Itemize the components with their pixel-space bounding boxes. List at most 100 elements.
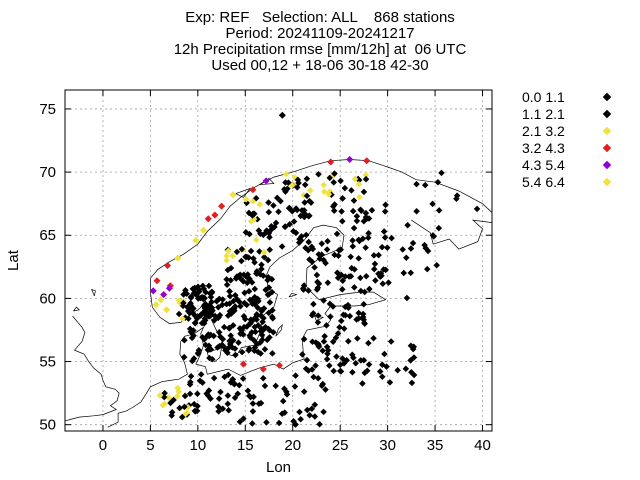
station-point-highlight (278, 111, 286, 119)
station-point (219, 296, 226, 303)
station-point (237, 303, 244, 310)
station-point (324, 279, 332, 286)
station-point (217, 388, 224, 396)
station-point (258, 307, 265, 315)
station-point (379, 361, 386, 368)
legend-entry: 2.1 3.2 (522, 122, 612, 139)
station-point (332, 334, 340, 341)
station-point (202, 300, 209, 308)
station-point (207, 331, 214, 339)
station-point (269, 350, 276, 357)
station-point (244, 387, 252, 395)
station-point (408, 379, 416, 387)
station-point (362, 244, 369, 251)
station-point-highlight (229, 191, 237, 199)
legend-entry: 5.4 6.4 (522, 173, 612, 190)
station-point-highlight (199, 226, 208, 234)
station-point (399, 246, 406, 253)
station-point-highlight (239, 360, 247, 368)
coastline-8 (288, 292, 298, 298)
station-point (272, 382, 279, 390)
station-point (434, 179, 442, 186)
station-point (209, 307, 216, 314)
station-point (305, 238, 312, 246)
station-point (302, 365, 310, 373)
station-point (326, 362, 333, 369)
station-point (433, 261, 440, 269)
station-point (330, 179, 337, 186)
station-point (258, 261, 265, 268)
station-point (407, 357, 414, 364)
station-point (264, 256, 272, 264)
station-point (350, 197, 358, 204)
station-point (339, 277, 347, 284)
station-point (337, 177, 344, 185)
station-point (250, 337, 258, 344)
station-point (310, 300, 317, 308)
station-point (314, 374, 322, 382)
station-point (257, 339, 264, 346)
coastline-6 (275, 323, 283, 337)
station-point (180, 299, 187, 307)
station-point (404, 222, 411, 229)
station-point (234, 390, 242, 397)
station-point (181, 403, 188, 411)
station-point (243, 323, 251, 330)
station-point (272, 219, 280, 227)
station-point (263, 419, 270, 426)
station-point (200, 285, 208, 293)
station-point (402, 365, 410, 373)
station-point (410, 371, 418, 379)
station-point (187, 372, 195, 380)
station-point (275, 208, 282, 216)
station-point (190, 327, 197, 334)
station-point (357, 357, 365, 364)
station-point (349, 207, 357, 215)
station-point (354, 335, 361, 342)
station-point (251, 323, 259, 331)
x-tick-label: 20 (284, 437, 301, 454)
station-point (200, 294, 207, 301)
station-point-highlight (153, 277, 161, 285)
station-point (365, 361, 373, 368)
station-point (229, 252, 236, 260)
station-point (309, 245, 317, 253)
station-point (387, 338, 395, 345)
station-point (246, 345, 253, 352)
station-point (232, 351, 239, 359)
station-point (329, 303, 337, 310)
station-point (205, 282, 213, 290)
station-point (266, 234, 273, 241)
station-point (292, 205, 300, 212)
legend-label: 0.0 1.1 (522, 88, 565, 105)
station-point (231, 380, 238, 388)
coastline-12 (235, 187, 251, 198)
station-point (308, 311, 316, 319)
station-point (282, 170, 290, 178)
station-point-highlight (327, 158, 335, 166)
station-point (269, 306, 276, 314)
station-point (236, 298, 243, 306)
station-point-highlight (204, 215, 212, 223)
station-point (388, 234, 395, 242)
station-point-highlight (152, 301, 160, 309)
station-point (320, 408, 327, 416)
station-point (339, 286, 346, 293)
station-point-highlight (163, 306, 171, 314)
station-point (357, 206, 364, 213)
chart-header: Exp: REF Selection: ALL 868 stations Per… (60, 10, 580, 74)
station-point (190, 289, 198, 297)
chart-title: 12h Precipitation rmse [mm/12h] at 06 UT… (173, 41, 467, 58)
coastline-3 (64, 315, 120, 422)
station-point (330, 367, 337, 375)
station-point (265, 284, 273, 291)
x-tick-label: 35 (427, 437, 444, 454)
station-point (385, 279, 392, 286)
station-point (167, 399, 174, 407)
station-point (216, 311, 224, 319)
station-point (364, 367, 371, 374)
station-point (323, 322, 330, 329)
station-point (347, 253, 354, 261)
legend-label: 2.1 3.2 (522, 122, 565, 139)
station-point (279, 397, 287, 405)
